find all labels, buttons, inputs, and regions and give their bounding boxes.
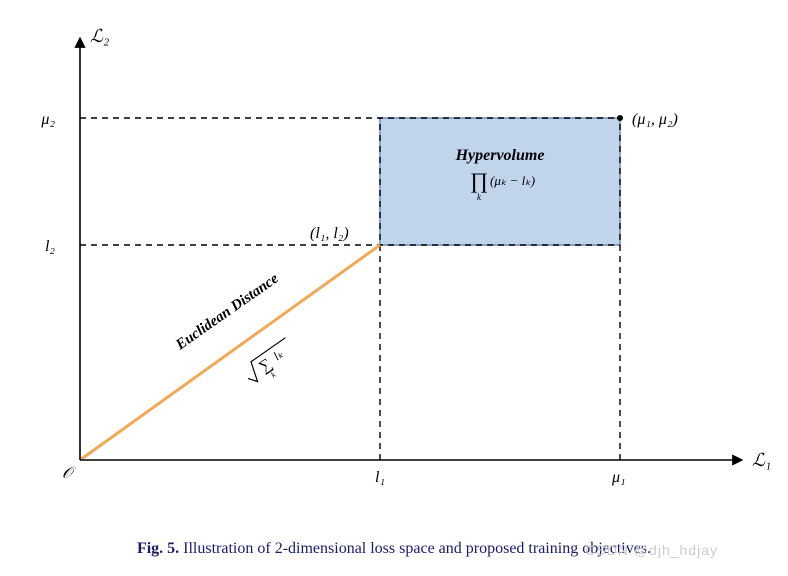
tick-mu2: μ₂ <box>40 111 55 128</box>
l-point-label: (l₁, l₂) <box>310 225 349 242</box>
tick-l1: l₁ <box>375 469 385 486</box>
watermark: CSDN @djh_hdjay <box>585 542 718 558</box>
euclidean-formula: ∑ k lₖ <box>241 338 301 392</box>
origin-label: 𝒪 <box>62 465 76 482</box>
euclidean-line <box>80 245 380 460</box>
euclidean-title: Euclidean Distance <box>172 270 282 353</box>
figure-number: Fig. 5. <box>137 540 179 557</box>
mu-point-dot <box>617 115 623 121</box>
mu-point-label: (μ₁, μ₂) <box>632 111 678 128</box>
svg-text:k: k <box>269 370 277 380</box>
diagram-svg: ℒ₁ ℒ₂ 𝒪 l₁ μ₁ l₂ μ₂ (l₁, l₂) (μ₁, μ₂) Hy… <box>0 0 788 576</box>
tick-l2: l₂ <box>45 238 55 255</box>
axes <box>80 40 740 460</box>
svg-text:lₖ: lₖ <box>271 346 287 363</box>
svg-text:∏: ∏ <box>470 168 488 193</box>
tick-mu1: μ₁ <box>611 469 626 486</box>
figure-caption-text: Illustration of 2-dimensional loss space… <box>183 540 651 557</box>
hypervolume-title: Hypervolume <box>455 147 545 164</box>
figure-container: ℒ₁ ℒ₂ 𝒪 l₁ μ₁ l₂ μ₂ (l₁, l₂) (μ₁, μ₂) Hy… <box>0 0 788 576</box>
y-axis-label: ℒ₂ <box>90 26 109 46</box>
svg-text:(μₖ − lₖ): (μₖ − lₖ) <box>490 173 535 188</box>
x-axis-label: ℒ₁ <box>752 450 771 470</box>
